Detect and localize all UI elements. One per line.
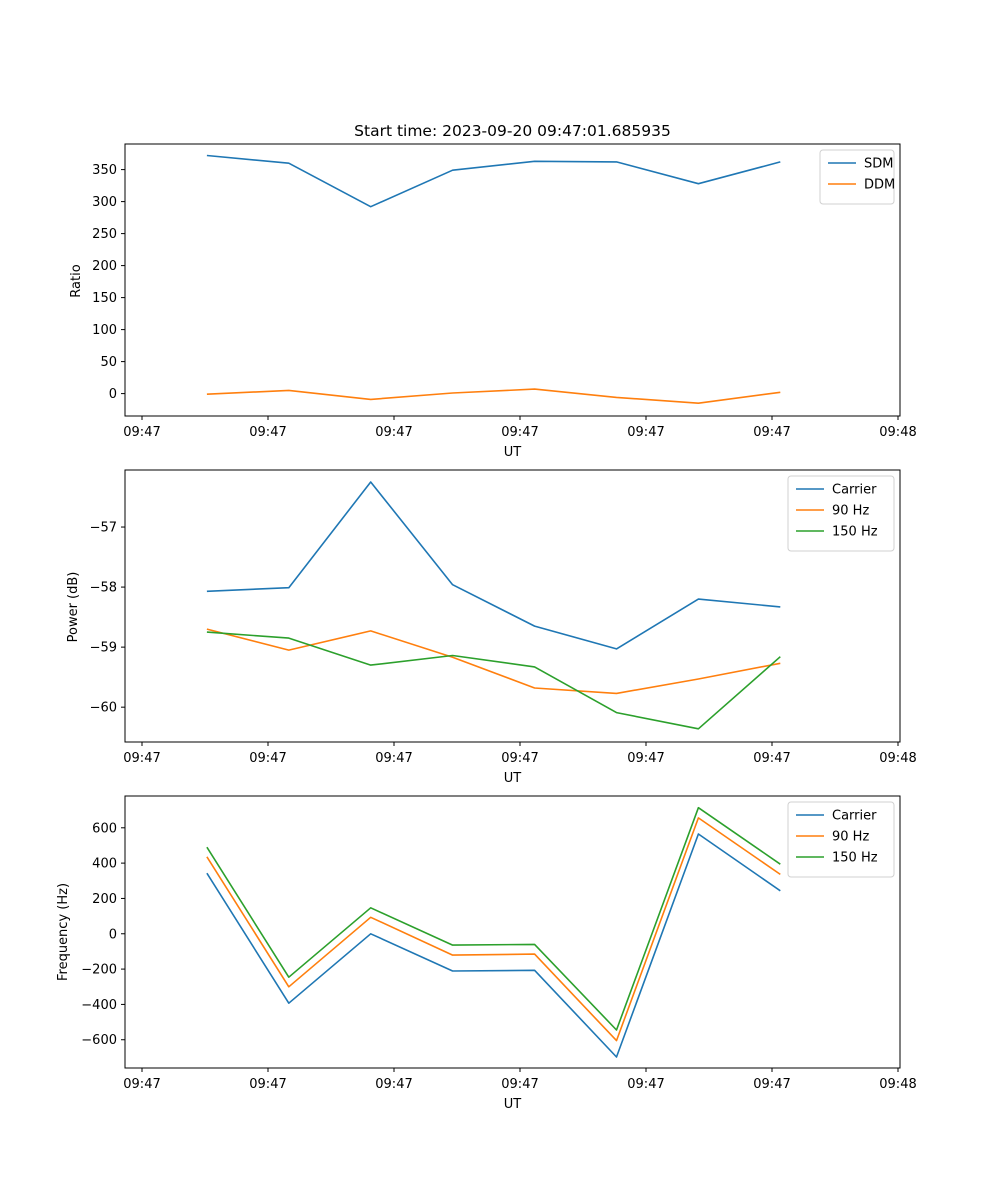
y-tick-label: 300 [92,195,117,210]
series-line-carrier [206,481,781,650]
y-axis-label: Ratio [69,264,84,297]
x-tick-label: 09:47 [501,425,538,440]
y-axis-label: Power (dB) [66,572,81,643]
y-tick-label: 600 [92,821,117,836]
legend-label: 90 Hz [832,504,869,519]
series-line-carrier [206,833,781,1058]
series-line-150-hz [206,806,781,1031]
ratio-panel: Start time: 2023-09-20 09:47:01.685935 R… [69,122,917,460]
y-tick-label: −400 [81,998,117,1013]
y-tick-label: −57 [90,521,117,536]
legend-box [787,801,895,878]
series-group [206,154,781,405]
x-tick-label: 09:47 [249,1077,286,1092]
x-tick-label: 09:47 [123,1077,160,1092]
x-tick-label: 09:47 [123,425,160,440]
legend-label: DDM [864,178,895,193]
series-line-90-hz [206,817,781,1042]
y-tick-label: 0 [109,387,117,402]
frequency-panel: Frequency (Hz) UT −600 −400 −200 0 200 400 600… [56,795,917,1112]
plot-area [124,469,901,743]
y-tick-label: 200 [92,892,117,907]
y-tick-label: 250 [92,227,117,242]
x-tick-label: 09:47 [375,751,412,766]
plot-area [124,143,901,417]
x-tick-label: 09:47 [249,425,286,440]
series-line-sdm [206,154,781,208]
x-tick-label: 09:47 [753,425,790,440]
chart-title: Start time: 2023-09-20 09:47:01.685935 [354,122,671,140]
y-tick-label: −600 [81,1033,117,1048]
y-tick-label: −200 [81,963,117,978]
legend-label: 150 Hz [832,851,878,866]
legend-label: 150 Hz [832,525,878,540]
y-tick-label: −60 [90,701,117,716]
x-tick-label: 09:48 [879,1077,916,1092]
y-tick-label: 350 [92,163,117,178]
legend-box [787,475,895,552]
x-tick-label: 09:47 [501,751,538,766]
legend-label: Carrier [832,483,877,498]
x-tick-label: 09:47 [123,751,160,766]
y-tick-label: 200 [92,259,117,274]
y-tick-label: −58 [90,581,117,596]
y-tick-label: 0 [109,927,117,942]
plot-area [124,795,901,1069]
x-tick-label: 09:48 [879,425,916,440]
y-tick-label: 100 [92,323,117,338]
legend-label: 90 Hz [832,830,869,845]
x-tick-label: 09:47 [375,1077,412,1092]
x-tick-label: 09:48 [879,751,916,766]
y-axis-label: Frequency (Hz) [56,883,71,981]
legend: SDM DDM [819,149,895,205]
y-tick-label: 400 [92,857,117,872]
series-group [206,481,781,730]
x-tick-label: 09:47 [753,1077,790,1092]
legend-label: Carrier [832,809,877,824]
x-tick-label: 09:47 [249,751,286,766]
legend: Carrier 90 Hz 150 Hz [787,801,895,878]
y-tick-label: −59 [90,641,117,656]
power-panel: Power (dB) UT −60 −59 −58 −57 09:47 09:47 09:4… [66,469,917,786]
series-line-150-hz [206,631,781,730]
x-axis-label: UT [504,771,522,786]
series-line-90-hz [206,628,781,695]
x-tick-label: 09:47 [753,751,790,766]
legend: Carrier 90 Hz 150 Hz [787,475,895,552]
x-tick-label: 09:47 [375,425,412,440]
legend-label: SDM [864,157,893,172]
x-tick-label: 09:47 [627,1077,664,1092]
x-axis-label: UT [504,445,522,460]
y-tick-label: 150 [92,291,117,306]
x-tick-label: 09:47 [627,751,664,766]
series-group [206,806,781,1058]
series-line-ddm [206,388,781,405]
y-tick-label: 50 [100,355,117,370]
x-tick-label: 09:47 [627,425,664,440]
x-axis-label: UT [504,1097,522,1112]
x-tick-label: 09:47 [501,1077,538,1092]
